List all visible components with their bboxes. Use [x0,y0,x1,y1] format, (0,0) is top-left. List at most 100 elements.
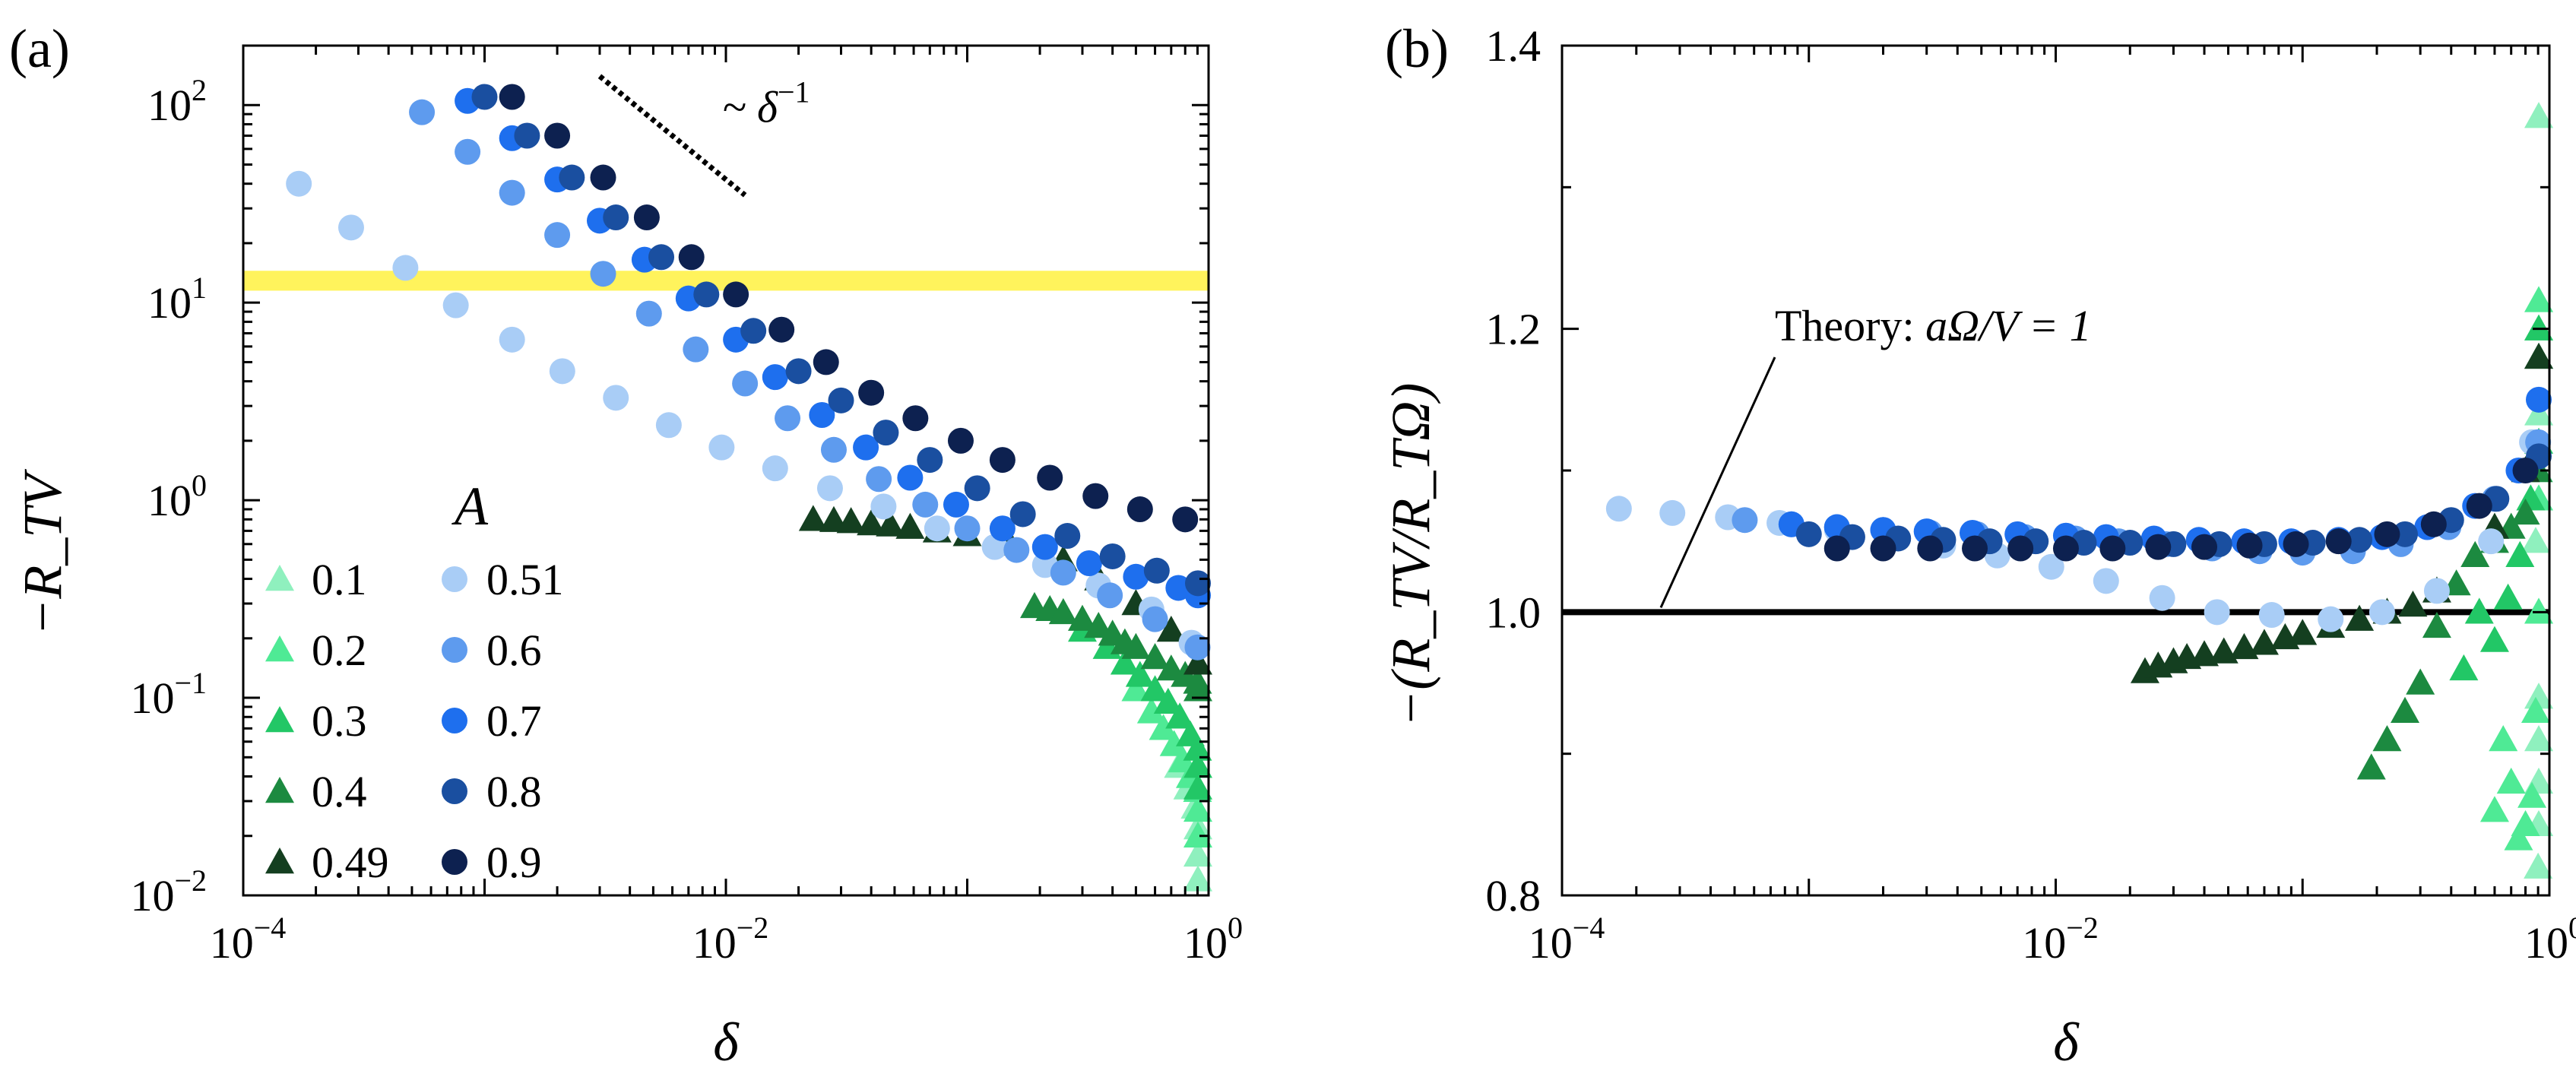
point-0.8 [2392,521,2419,547]
point-0.9 [2007,535,2034,562]
x-tick-label: 10−2 [692,911,769,968]
point-0.8 [785,358,812,385]
point-0.9 [902,405,929,432]
point-0.4 [2511,498,2540,525]
point-0.4 [1067,604,1097,631]
legend-label-0.7: 0.7 [486,696,542,746]
theory-pointer [1659,356,1776,608]
point-0.51 [499,326,525,353]
point-0.51 [2204,599,2230,626]
point-0.51 [655,412,682,439]
point-0.9 [1823,535,1850,562]
point-0.7 [897,464,924,491]
point-0.7 [989,515,1016,542]
point-0.9 [1962,535,1988,562]
point-0.9 [2191,534,2218,560]
y-tick-label: 101 [147,271,207,328]
point-0.7 [762,364,788,391]
point-0.2 [1121,675,1151,702]
legend-marker-0.6 [442,637,467,663]
point-0.3 [2449,654,2479,681]
point-0.9 [1172,506,1199,533]
point-0.9 [1917,535,1944,562]
point-0.8 [828,387,854,413]
point-0.9 [2325,528,2352,555]
point-0.51 [2149,585,2175,611]
legend-label-0.51: 0.51 [486,555,564,604]
point-0.8 [471,84,498,110]
series-0.9 [1823,458,2539,562]
point-0.51 [286,170,312,197]
theory-annotation: Theory: aΩ/V = 1 [1659,301,2092,608]
panel-a-ylabel: −R_TV [12,469,73,636]
point-0.9 [2236,532,2263,559]
point-0.8 [514,122,540,149]
y-tick-label: 100 [147,468,207,525]
point-0.49 [1183,648,1212,675]
point-0.9 [813,349,839,375]
point-0.3 [1183,734,1212,761]
point-0.51 [1659,499,1686,526]
axes-frame [1560,44,2551,897]
point-0.49 [895,512,925,539]
point-0.7 [853,434,879,461]
point-0.9 [947,427,974,454]
point-0.8 [873,420,899,446]
point-0.9 [2283,531,2309,557]
point-0.49 [1156,616,1186,642]
y-tick-label: 1.2 [1486,305,1541,354]
series-0.2 [2479,286,2553,851]
point-0.7 [1123,563,1149,590]
x-tick-label: 10−4 [210,911,287,968]
point-0.51 [392,255,419,281]
point-0.49 [836,507,866,534]
point-0.1 [1183,840,1212,867]
legend-title: A [452,476,489,537]
point-0.9 [2512,458,2539,483]
point-0.2 [2524,597,2553,624]
axes-frame [242,44,1210,897]
point-0.6 [1050,559,1076,586]
legend-marker-0.7 [442,708,467,733]
legend-marker-0.49 [265,847,294,874]
y-tick-label: 1.4 [1486,21,1541,71]
legend-marker-0.3 [265,706,294,733]
x-tick-label: 100 [2524,911,2576,968]
point-0.8 [2346,527,2373,553]
point-0.1 [1183,865,1212,892]
point-0.9 [2099,535,2126,562]
point-0.8 [740,318,767,344]
point-0.9 [1870,535,1896,562]
point-0.6 [1732,507,1758,534]
point-0.51 [2093,568,2119,594]
point-0.2 [2489,725,2518,752]
legend-marker-0.51 [442,566,467,592]
point-0.49 [798,505,828,531]
legend: A 0.1 0.2 0.3 0.4 0.49 0.51 0.6 0.7 0.8 0.9 [265,476,564,887]
point-0.49 [2229,632,2259,660]
point-0.8 [917,447,943,474]
panel-b-axes: 10−4 10−2 100 0.8 1.0 1.2 1.4 [1486,21,2576,968]
point-0.8 [603,204,629,231]
point-0.2 [1136,697,1166,724]
point-0.3 [2505,540,2535,567]
point-0.7 [809,401,835,428]
point-0.51 [603,385,629,411]
point-0.9 [858,379,885,406]
legend-label-0.3: 0.3 [312,696,367,746]
point-0.3 [1110,648,1139,675]
point-0.1 [2524,102,2553,128]
panel-b: (b) 10−4 10−2 100 0.8 1.0 1.2 1.4 Theory: aΩ/V… [1380,18,2576,1072]
point-0.4 [1048,597,1078,625]
point-0.9 [2145,534,2172,560]
point-0.1 [2524,725,2553,752]
point-0.6 [1003,537,1030,563]
point-0.6 [635,300,662,327]
point-0.3 [2524,314,2553,341]
point-0.7 [1076,550,1102,576]
legend-marker-0.4 [265,777,294,803]
point-0.51 [442,292,469,318]
point-0.3 [1165,702,1195,729]
legend-marker-0.2 [265,635,294,662]
